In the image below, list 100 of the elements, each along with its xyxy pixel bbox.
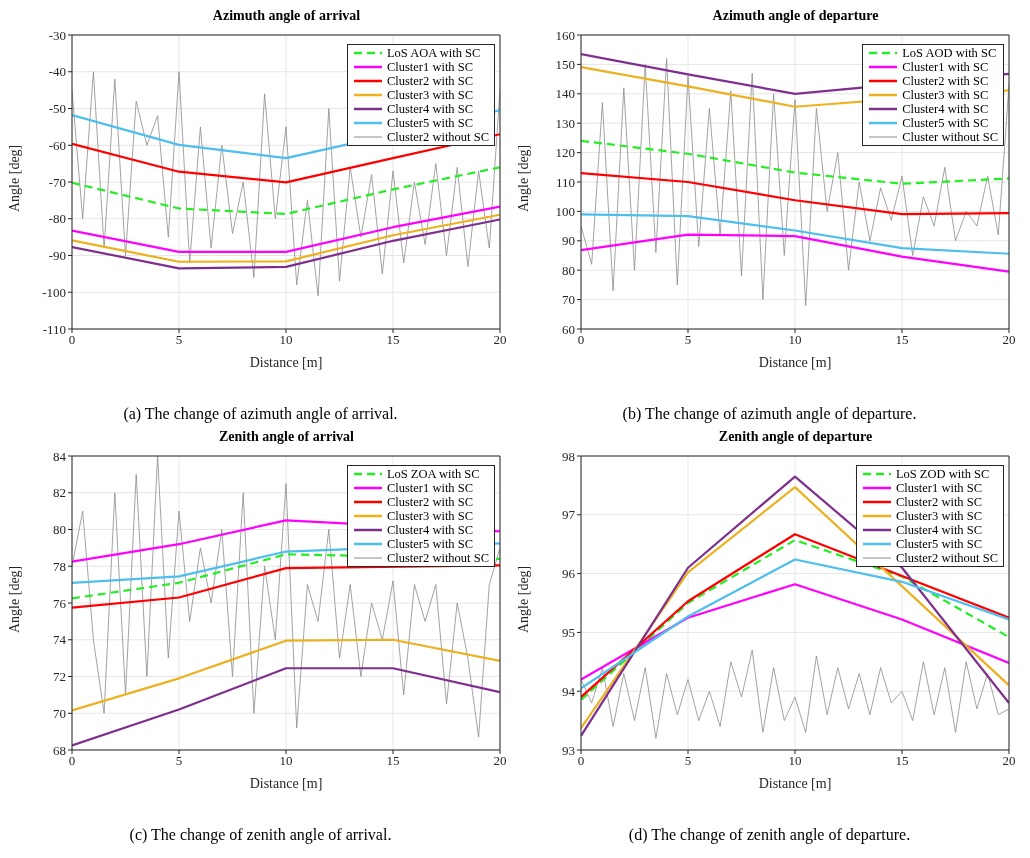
y-tick-label: 93: [562, 742, 575, 758]
y-tick-label: 150: [555, 57, 575, 73]
legend-label: Cluster4 with SC: [386, 523, 474, 537]
legend-label: Cluster2 without SC: [895, 551, 998, 565]
y-tick-label: 68: [53, 742, 66, 758]
y-tick-label: -100: [42, 284, 66, 300]
x-tick-label: 15: [386, 753, 400, 769]
y-tick-label: 110: [555, 174, 575, 190]
y-tick-label: 84: [53, 448, 67, 464]
line-series: [581, 583, 1009, 681]
legend-label: Cluster1 with SC: [386, 60, 474, 74]
y-tick-label: 140: [555, 86, 575, 102]
legend-label: Cluster2 with SC: [386, 74, 474, 88]
y-tick-label: 96: [562, 566, 576, 582]
x-tick-label: 10: [279, 332, 293, 348]
y-axis-title: Angle [deg]: [6, 144, 22, 212]
text: (c) The change of zenith angle of arrival.: [128, 826, 393, 844]
y-tick-label: 74: [53, 632, 67, 648]
legend-label: LoS ZOD with SC: [895, 467, 990, 481]
x-axis-title: Distance [m]: [758, 355, 832, 370]
y-tick-label: 72: [53, 669, 66, 685]
legend-label: Cluster3 with SC: [902, 88, 989, 102]
legend-label: Cluster4 with SC: [895, 523, 983, 537]
legend-label: Cluster1 with SC: [386, 481, 474, 495]
legend-label: Cluster2 without SC: [386, 130, 489, 144]
y-tick-label: -30: [48, 27, 66, 43]
x-tick-label: 5: [684, 332, 692, 348]
x-tick-label: 20: [493, 332, 507, 348]
legend-label: Cluster5 with SC: [902, 116, 989, 130]
y-axis-title: Angle [deg]: [515, 565, 531, 633]
y-tick-label: 120: [555, 145, 575, 161]
x-axis-title: Distance [m]: [758, 776, 832, 791]
line-series: [72, 667, 500, 747]
line-series: [581, 139, 1009, 185]
y-tick-label: -40: [48, 64, 66, 80]
text: (d) The change of zenith angle of departure.: [627, 826, 912, 844]
legend-label: LoS AOA with SC: [386, 46, 481, 60]
legend-label: LoS ZOA with SC: [386, 467, 480, 481]
line-series: [581, 233, 1009, 273]
x-tick-label: 15: [386, 332, 400, 348]
line-series: [72, 638, 500, 712]
legend-label: Cluster5 with SC: [386, 116, 474, 130]
y-tick-label: 76: [53, 595, 67, 611]
x-tick-label: 5: [175, 753, 183, 769]
line-series: [72, 205, 500, 253]
line-series: [72, 133, 500, 184]
line-series: [72, 213, 500, 263]
x-tick-label: 10: [788, 332, 802, 348]
chart-title: Zenith angle of departure: [717, 429, 874, 446]
x-tick-label: 20: [493, 753, 507, 769]
y-tick-label: -110: [42, 321, 66, 337]
x-axis-title: Distance [m]: [249, 355, 323, 370]
y-axis-title: Angle [deg]: [515, 144, 531, 212]
line-series: [581, 649, 1009, 739]
chart-title: Azimuth angle of departure: [711, 8, 880, 25]
y-tick-label: 100: [555, 204, 575, 220]
text: (b) The change of azimuth angle of departure.: [621, 405, 918, 423]
x-axis-title: Distance [m]: [249, 776, 323, 791]
x-tick-label: 0: [68, 753, 76, 769]
y-tick-label: -50: [48, 101, 66, 117]
line-series: [581, 58, 1009, 306]
y-tick-label: -70: [48, 174, 66, 190]
legend-label: Cluster without SC: [902, 130, 998, 144]
y-tick-label: -60: [48, 137, 66, 153]
chart-title: Zenith angle of arrival: [218, 429, 355, 446]
line-series: [72, 218, 500, 270]
legend-label: LoS AOD with SC: [902, 46, 997, 60]
line-series: [72, 71, 500, 297]
x-tick-label: 0: [68, 332, 76, 348]
y-tick-label: 82: [53, 485, 66, 501]
legend-label: Cluster4 with SC: [386, 102, 474, 116]
x-tick-label: 15: [895, 753, 909, 769]
legend-label: Cluster5 with SC: [386, 537, 474, 551]
y-tick-label: 60: [562, 321, 575, 337]
y-tick-label: 78: [53, 558, 66, 574]
y-tick-label: 80: [53, 522, 66, 538]
x-tick-label: 0: [577, 753, 585, 769]
y-tick-label: -90: [48, 248, 66, 264]
legend-label: Cluster1 with SC: [895, 481, 983, 495]
x-tick-label: 0: [577, 332, 585, 348]
legend-label: Cluster1 with SC: [902, 60, 989, 74]
x-tick-label: 20: [1002, 753, 1016, 769]
chart-title: Azimuth angle of arrival: [211, 8, 362, 25]
y-tick-label: 80: [562, 262, 575, 278]
legend-label: Cluster4 with SC: [902, 102, 989, 116]
x-tick-label: 5: [684, 753, 692, 769]
line-series: [581, 172, 1009, 216]
legend-label: Cluster2 with SC: [386, 495, 474, 509]
legend-label: Cluster3 with SC: [386, 509, 474, 523]
y-tick-label: 70: [562, 292, 575, 308]
x-tick-label: 10: [279, 753, 293, 769]
line-series: [581, 213, 1009, 255]
x-tick-label: 5: [175, 332, 183, 348]
y-tick-label: 70: [53, 705, 66, 721]
legend-label: Cluster3 with SC: [895, 509, 983, 523]
y-tick-label: 98: [562, 448, 575, 464]
x-tick-label: 10: [788, 753, 802, 769]
line-series: [72, 166, 500, 216]
y-tick-label: 160: [555, 27, 575, 43]
y-tick-label: 130: [555, 115, 575, 131]
